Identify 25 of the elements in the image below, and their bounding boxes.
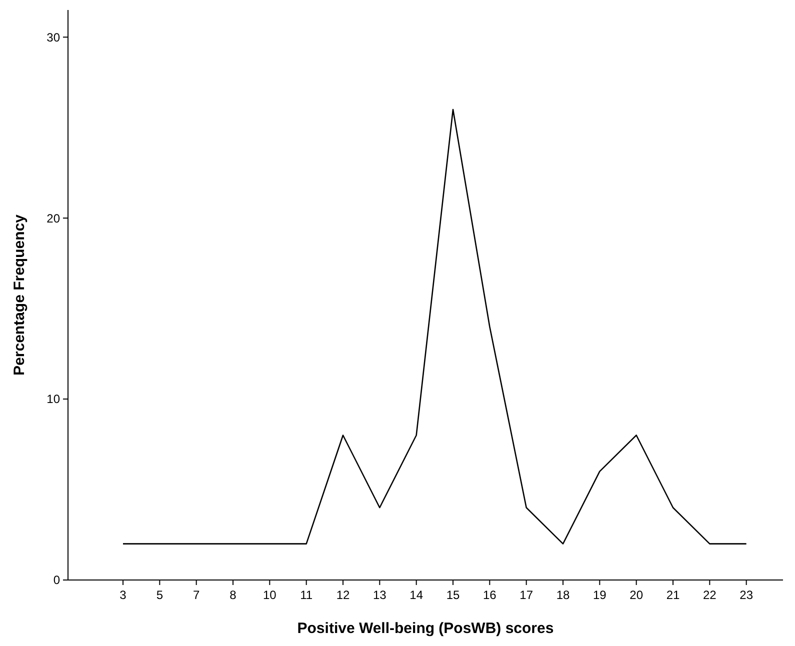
y-tick-label: 20 — [46, 211, 60, 226]
x-tick-label: 22 — [702, 588, 717, 602]
y-axis-title: Percentage Frequency — [11, 214, 28, 376]
x-tick-label: 12 — [336, 588, 350, 602]
x-axis-title: Positive Well-being (PosWB) scores — [297, 620, 554, 637]
x-tick-label: 3 — [120, 588, 127, 602]
x-tick-label: 5 — [156, 588, 164, 602]
x-tick-label: 19 — [592, 588, 607, 602]
x-tick-label: 10 — [262, 588, 277, 602]
x-tick-label: 7 — [192, 588, 200, 602]
x-tick-label: 18 — [556, 588, 570, 602]
x-tick-label: 23 — [740, 588, 754, 602]
x-tick-label: 8 — [230, 588, 237, 602]
x-tick-label: 21 — [666, 588, 680, 602]
x-tick-label: 16 — [482, 588, 497, 602]
y-tick-label: 30 — [46, 30, 60, 44]
line-series — [122, 108, 747, 544]
x-tick-label: 11 — [300, 588, 313, 602]
x-tick-label: 20 — [630, 588, 644, 602]
x-tick-label: 14 — [410, 588, 424, 602]
y-tick-label: 0 — [53, 573, 60, 588]
x-tick-label: 13 — [372, 588, 387, 602]
x-tick-label: 15 — [446, 588, 460, 602]
x-tick-label: 17 — [520, 588, 534, 602]
y-tick-label: 10 — [46, 392, 60, 406]
